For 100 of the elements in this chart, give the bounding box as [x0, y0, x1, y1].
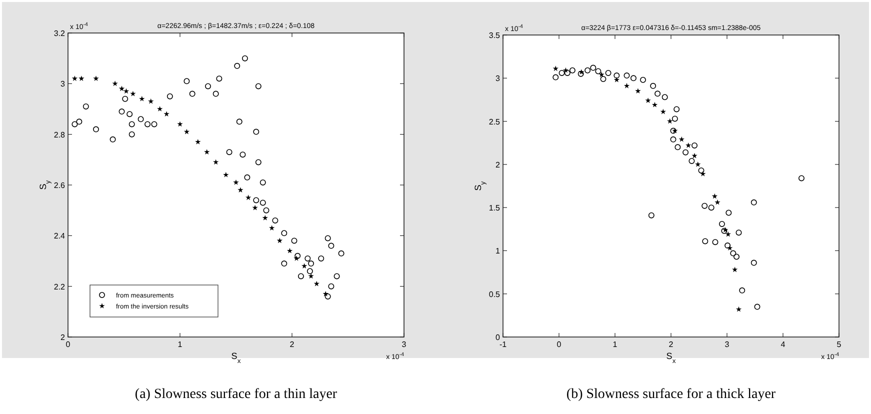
point [674, 144, 681, 150]
point [212, 90, 219, 97]
point [308, 260, 314, 267]
point [726, 210, 732, 216]
point [213, 159, 219, 165]
y-tick-label: 0 [496, 333, 501, 342]
point [624, 82, 630, 88]
point [281, 230, 288, 236]
point [244, 174, 250, 180]
point [686, 142, 692, 148]
point [216, 76, 222, 82]
point [291, 238, 298, 244]
point [614, 76, 620, 82]
point [682, 149, 689, 156]
point [144, 121, 151, 128]
point [294, 252, 301, 259]
point [255, 83, 262, 90]
point [660, 108, 666, 114]
point [226, 149, 232, 156]
point [700, 170, 706, 176]
point [562, 67, 569, 73]
point [314, 280, 320, 286]
point [630, 75, 636, 82]
point [718, 220, 725, 227]
y-tick-label: 2.5 [488, 117, 501, 126]
point [298, 273, 304, 280]
point [236, 118, 242, 125]
point [164, 111, 170, 116]
point [123, 88, 130, 94]
point [238, 187, 244, 192]
point [730, 250, 736, 256]
point [648, 212, 654, 218]
y-tick-label: 3.5 [488, 31, 501, 40]
point [754, 304, 760, 310]
x-tick-label: -1 [499, 340, 508, 349]
point [652, 102, 658, 108]
point [725, 231, 731, 237]
point [750, 199, 757, 206]
point [234, 62, 240, 69]
point [692, 142, 698, 148]
point [670, 136, 676, 142]
point [558, 70, 565, 76]
point [692, 152, 698, 158]
point [635, 88, 641, 94]
point [148, 98, 154, 104]
point [798, 175, 804, 182]
point [736, 230, 742, 236]
point [724, 242, 731, 249]
y-tick-label: 3.2 [54, 29, 66, 38]
point [712, 193, 718, 199]
point [306, 268, 313, 274]
point [750, 260, 757, 266]
y-tick-label: 2.8 [54, 130, 66, 140]
point [82, 103, 89, 110]
point [260, 179, 266, 186]
x-tick-label: 2 [668, 340, 674, 349]
point [324, 293, 331, 300]
point [118, 108, 125, 115]
point [645, 98, 651, 103]
y-tick-label: 2 [496, 160, 501, 170]
point [338, 250, 344, 256]
point [204, 149, 210, 154]
point [126, 111, 133, 118]
point [294, 255, 300, 261]
point [184, 78, 190, 84]
point [286, 248, 293, 254]
y-tick-label: 2.6 [54, 181, 66, 190]
point [654, 90, 661, 97]
x-tick-label: 3 [402, 340, 407, 349]
point [263, 207, 270, 214]
point [166, 93, 173, 100]
point [569, 67, 576, 74]
point [276, 238, 283, 244]
point [614, 72, 620, 79]
x-tick-label: 2 [290, 340, 295, 349]
y-tick-label: 2 [60, 333, 66, 342]
point [281, 260, 288, 267]
point [78, 76, 84, 82]
text: (b) Slowness surface for a thick layer [566, 387, 776, 402]
point [240, 152, 246, 158]
x-axis-title: S$_{x}$ [666, 351, 676, 364]
point [698, 167, 704, 174]
point [184, 128, 190, 134]
point [122, 96, 128, 102]
point [138, 116, 144, 122]
point [732, 266, 738, 272]
x-tick-label: 5 [836, 340, 842, 349]
point [726, 245, 733, 251]
point [76, 118, 82, 125]
point [93, 126, 99, 132]
point [272, 217, 278, 224]
point [674, 106, 680, 112]
point [678, 136, 684, 142]
point [688, 158, 695, 164]
point [253, 197, 260, 204]
point [93, 76, 99, 82]
point [595, 68, 602, 74]
point [640, 76, 646, 83]
point [564, 70, 570, 76]
point [624, 72, 630, 79]
